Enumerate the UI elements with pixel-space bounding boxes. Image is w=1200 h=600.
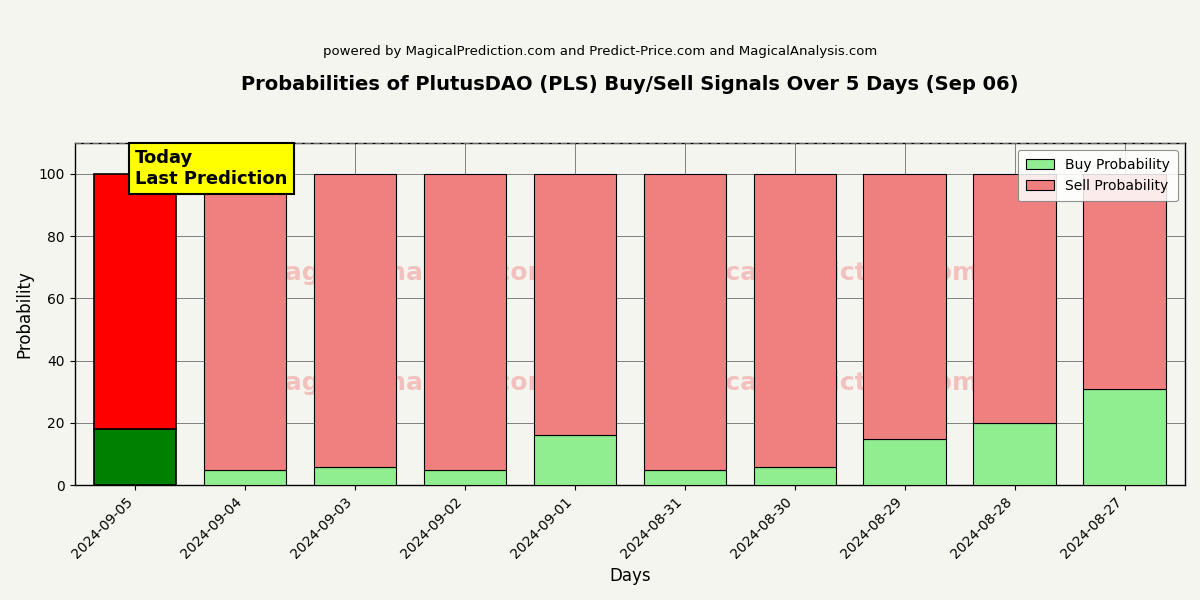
Y-axis label: Probability: Probability — [16, 270, 34, 358]
Bar — [643, 470, 726, 485]
Text: MagicalPrediction.com: MagicalPrediction.com — [658, 261, 979, 285]
Text: powered by MagicalPrediction.com and Predict-Price.com and MagicalAnalysis.com: powered by MagicalPrediction.com and Pre… — [323, 44, 877, 58]
Bar — [1084, 389, 1165, 485]
Bar — [864, 174, 946, 439]
Bar — [864, 439, 946, 485]
Text: MagicalPrediction.com: MagicalPrediction.com — [658, 371, 979, 395]
Bar — [973, 423, 1056, 485]
Bar — [534, 436, 616, 485]
Bar — [754, 174, 836, 467]
Bar — [424, 174, 506, 470]
Bar — [94, 429, 176, 485]
Bar — [1084, 174, 1165, 389]
Bar — [754, 467, 836, 485]
Text: MagicalAnalysis.com: MagicalAnalysis.com — [260, 371, 554, 395]
Legend: Buy Probability, Sell Probability: Buy Probability, Sell Probability — [1018, 150, 1178, 202]
Bar — [204, 174, 287, 470]
Bar — [534, 174, 616, 436]
Text: Today
Last Prediction: Today Last Prediction — [136, 149, 288, 188]
Title: Probabilities of PlutusDAO (PLS) Buy/Sell Signals Over 5 Days (Sep 06): Probabilities of PlutusDAO (PLS) Buy/Sel… — [241, 75, 1019, 94]
Bar — [313, 174, 396, 467]
Bar — [643, 174, 726, 470]
Text: MagicalAnalysis.com: MagicalAnalysis.com — [260, 261, 554, 285]
Bar — [424, 470, 506, 485]
Bar — [94, 174, 176, 429]
X-axis label: Days: Days — [610, 567, 650, 585]
Bar — [204, 470, 287, 485]
Bar — [973, 174, 1056, 423]
Bar — [313, 467, 396, 485]
